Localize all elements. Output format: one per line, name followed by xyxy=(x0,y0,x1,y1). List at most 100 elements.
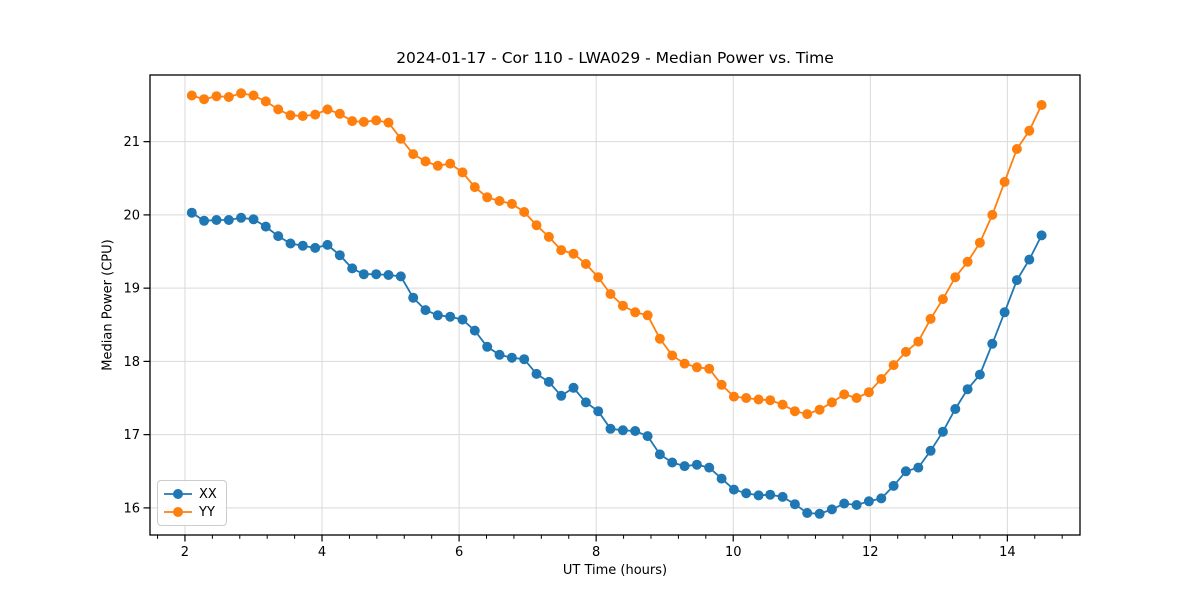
data-point-xx xyxy=(371,269,382,280)
data-point-xx xyxy=(310,242,321,253)
data-point-xx xyxy=(777,491,788,502)
data-point-xx xyxy=(691,459,702,470)
data-point-xx xyxy=(199,215,210,226)
data-point-xx xyxy=(630,426,641,436)
data-point-xx xyxy=(802,508,813,518)
data-point-xx xyxy=(974,369,985,380)
y-tick-label: 21 xyxy=(123,135,140,150)
data-point-yy xyxy=(334,108,345,119)
data-point-xx xyxy=(593,406,604,417)
data-point-xx xyxy=(322,239,333,250)
data-point-yy xyxy=(765,395,776,406)
data-point-xx xyxy=(568,382,579,393)
data-point-yy xyxy=(531,220,542,231)
data-point-yy xyxy=(482,192,493,203)
data-point-yy xyxy=(186,90,197,101)
data-point-xx xyxy=(704,462,715,473)
data-point-xx xyxy=(297,240,308,251)
series-line-xx xyxy=(191,211,1043,515)
data-point-yy xyxy=(913,336,924,347)
data-point-yy xyxy=(962,256,973,267)
data-point-xx xyxy=(814,508,825,519)
data-point-yy xyxy=(420,156,431,167)
data-point-xx xyxy=(248,214,259,225)
data-point-xx xyxy=(1011,275,1022,286)
data-point-yy xyxy=(716,379,727,390)
data-point-yy xyxy=(925,313,936,324)
data-point-yy xyxy=(605,289,616,299)
data-point-yy xyxy=(408,149,419,160)
legend-item-yy: YY xyxy=(163,504,220,521)
data-point-yy xyxy=(371,115,382,126)
data-point-yy xyxy=(347,116,358,127)
data-point-xx xyxy=(888,480,899,491)
data-point-xx xyxy=(469,325,480,336)
data-point-yy xyxy=(593,272,604,283)
data-point-xx xyxy=(580,397,591,408)
data-point-yy xyxy=(236,88,247,99)
data-point-xx xyxy=(383,270,394,280)
x-tick-label: 14 xyxy=(999,545,1016,560)
data-point-xx xyxy=(851,500,862,510)
legend-label-xx: XX xyxy=(199,486,217,502)
data-point-yy xyxy=(297,111,308,121)
data-point-yy xyxy=(987,209,998,220)
data-point-yy xyxy=(630,307,641,318)
data-point-yy xyxy=(617,300,628,311)
axes-border xyxy=(149,74,1081,536)
data-point-xx xyxy=(667,457,678,468)
legend-sample-yy-icon xyxy=(164,507,192,517)
data-point-yy xyxy=(876,374,887,384)
data-point-xx xyxy=(531,368,542,379)
data-point-yy xyxy=(974,237,985,248)
data-point-xx xyxy=(211,215,222,225)
data-point-xx xyxy=(223,215,234,225)
data-point-yy xyxy=(322,104,333,115)
legend: XX YY xyxy=(157,480,227,526)
data-point-yy xyxy=(802,409,813,420)
data-point-yy xyxy=(432,160,443,171)
data-point-xx xyxy=(765,489,776,500)
data-point-xx xyxy=(654,449,665,460)
data-point-yy xyxy=(543,231,554,242)
data-point-yy xyxy=(358,116,369,127)
data-point-yy xyxy=(654,333,665,344)
data-point-yy xyxy=(519,207,530,217)
x-tick-label: 2 xyxy=(181,545,189,560)
x-tick-label: 4 xyxy=(318,545,326,560)
y-tick-label: 20 xyxy=(123,208,140,223)
series-line-yy xyxy=(191,92,1043,416)
data-point-xx xyxy=(962,384,973,395)
data-point-yy xyxy=(642,310,653,321)
y-tick-label: 16 xyxy=(123,501,140,516)
data-point-yy xyxy=(248,90,259,101)
data-point-xx xyxy=(753,490,764,501)
data-point-xx xyxy=(617,425,628,436)
legend-label-yy: YY xyxy=(199,504,215,520)
data-point-xx xyxy=(260,221,271,232)
data-point-yy xyxy=(273,104,284,115)
data-point-xx xyxy=(506,352,517,363)
data-point-xx xyxy=(925,445,936,456)
x-tick-label: 10 xyxy=(725,545,742,560)
x-axis-label: UT Time (hours) xyxy=(562,563,668,578)
data-point-xx xyxy=(285,238,296,249)
data-point-xx xyxy=(432,310,443,321)
data-point-xx xyxy=(334,250,345,261)
legend-item-xx: XX xyxy=(163,486,220,503)
data-point-xx xyxy=(408,292,419,303)
data-point-yy xyxy=(728,391,739,402)
data-point-xx xyxy=(1024,254,1035,265)
data-point-yy xyxy=(223,92,234,102)
y-tick-label: 17 xyxy=(123,428,140,443)
data-point-yy xyxy=(506,198,517,209)
data-point-yy xyxy=(826,397,837,408)
data-point-xx xyxy=(863,496,874,507)
data-point-xx xyxy=(1036,230,1047,241)
data-point-yy xyxy=(211,91,222,102)
data-point-xx xyxy=(728,484,739,495)
data-point-yy xyxy=(395,133,406,144)
data-point-xx xyxy=(642,431,653,442)
